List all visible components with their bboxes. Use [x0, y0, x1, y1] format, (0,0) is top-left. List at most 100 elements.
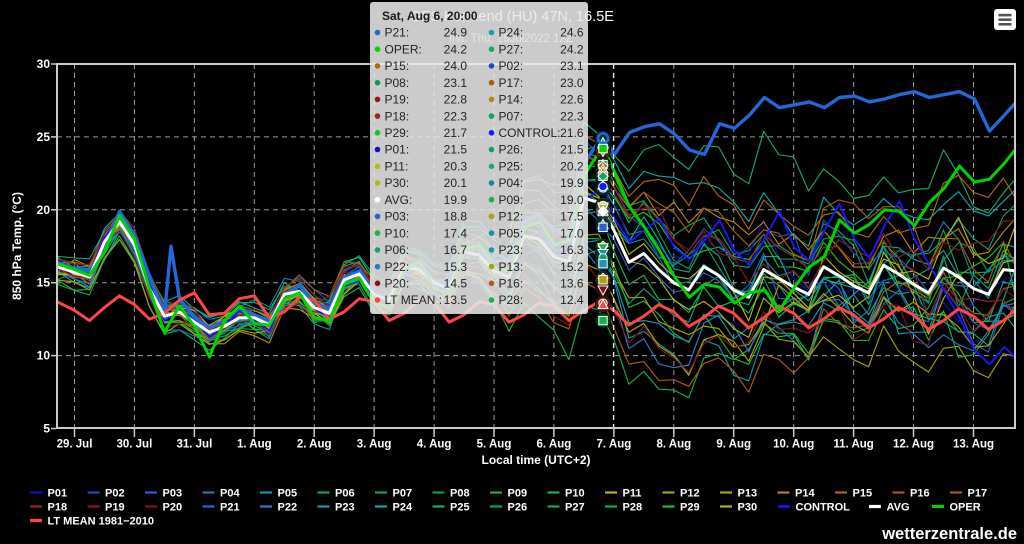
svg-text:P10:: P10: — [385, 226, 410, 240]
svg-text:22.6: 22.6 — [560, 93, 584, 107]
svg-text:23.1: 23.1 — [560, 59, 584, 73]
svg-text:15.3: 15.3 — [444, 260, 468, 274]
svg-text:P11:: P11: — [385, 160, 409, 174]
svg-text:P28:: P28: — [499, 293, 524, 307]
svg-text:P06: P06 — [335, 488, 355, 500]
svg-text:P11: P11 — [623, 488, 642, 500]
svg-text:2. Aug: 2. Aug — [297, 439, 332, 451]
svg-text:P01: P01 — [48, 488, 68, 500]
svg-text:23.0: 23.0 — [560, 76, 584, 90]
svg-text:P14:: P14: — [499, 93, 524, 107]
svg-text:OPER:: OPER: — [385, 42, 422, 56]
svg-text:11. Aug: 11. Aug — [833, 439, 873, 451]
svg-text:21.5: 21.5 — [444, 143, 468, 157]
svg-text:10: 10 — [37, 349, 51, 363]
svg-text:P21: P21 — [220, 502, 240, 514]
svg-text:P28: P28 — [623, 502, 643, 514]
svg-text:Local time (UTC+2): Local time (UTC+2) — [481, 453, 590, 467]
svg-text:P07: P07 — [393, 488, 413, 500]
svg-text:24.2: 24.2 — [560, 42, 584, 56]
svg-text:13.6: 13.6 — [560, 277, 584, 291]
svg-text:P18: P18 — [48, 502, 68, 514]
svg-text:P29:: P29: — [385, 126, 410, 140]
svg-text:19.9: 19.9 — [560, 176, 584, 190]
svg-text:wetterzentrale.de: wetterzentrale.de — [881, 525, 1017, 543]
svg-text:CONTROL:: CONTROL: — [499, 126, 561, 140]
svg-text:P02:: P02: — [499, 59, 524, 73]
svg-text:31. Jul: 31. Jul — [176, 439, 212, 451]
svg-text:17.4: 17.4 — [444, 226, 468, 240]
svg-text:P17:: P17: — [499, 76, 524, 90]
svg-text:P03: P03 — [163, 488, 183, 500]
svg-text:6. Aug: 6. Aug — [537, 439, 572, 451]
svg-text:20: 20 — [37, 203, 51, 217]
svg-text:14.5: 14.5 — [444, 277, 468, 291]
svg-text:9. Aug: 9. Aug — [716, 439, 751, 451]
svg-text:P05: P05 — [278, 488, 298, 500]
svg-text:12.4: 12.4 — [560, 293, 584, 307]
svg-text:25: 25 — [37, 130, 51, 144]
svg-text:P20:: P20: — [385, 277, 410, 291]
svg-text:1. Aug: 1. Aug — [237, 439, 272, 451]
svg-text:P01:: P01: — [385, 143, 410, 157]
svg-text:P30: P30 — [738, 502, 758, 514]
svg-text:P29: P29 — [680, 502, 700, 514]
svg-text:AVG: AVG — [887, 502, 910, 514]
svg-text:CONTROL: CONTROL — [796, 502, 851, 514]
svg-text:P09:: P09: — [499, 193, 524, 207]
svg-text:P14: P14 — [795, 488, 815, 500]
svg-text:P12: P12 — [680, 488, 700, 500]
svg-text:3. Aug: 3. Aug — [357, 439, 392, 451]
svg-text:P26: P26 — [508, 502, 528, 514]
svg-text:P02: P02 — [105, 488, 125, 500]
svg-text:P13:: P13: — [499, 260, 524, 274]
svg-text:20.1: 20.1 — [444, 176, 468, 190]
svg-text:P21:: P21: — [385, 26, 410, 40]
svg-text:5. Aug: 5. Aug — [477, 439, 512, 451]
svg-text:P27: P27 — [565, 502, 585, 514]
svg-text:P06:: P06: — [385, 243, 410, 257]
svg-text:18.8: 18.8 — [444, 210, 468, 224]
svg-text:30: 30 — [37, 57, 51, 71]
svg-text:22.3: 22.3 — [444, 109, 468, 123]
svg-text:4. Aug: 4. Aug — [417, 439, 452, 451]
svg-text:P23: P23 — [335, 502, 355, 514]
svg-text:P23:: P23: — [499, 243, 524, 257]
svg-text:P13: P13 — [738, 488, 758, 500]
svg-text:P12:: P12: — [499, 210, 524, 224]
svg-text:LT MEAN 1981−2010: LT MEAN 1981−2010 — [48, 516, 155, 528]
svg-text:P08: P08 — [450, 488, 470, 500]
svg-text:P25:: P25: — [499, 160, 524, 174]
svg-text:P18:: P18: — [385, 109, 410, 123]
svg-text:21.7: 21.7 — [444, 126, 468, 140]
svg-text:17.5: 17.5 — [560, 210, 584, 224]
svg-text:30. Jul: 30. Jul — [116, 439, 152, 451]
svg-text:P19:: P19: — [385, 93, 410, 107]
svg-text:19.9: 19.9 — [444, 193, 468, 207]
svg-text:P24:: P24: — [499, 26, 524, 40]
svg-text:850 hPa Temp. (°C): 850 hPa Temp. (°C) — [10, 192, 24, 300]
svg-text:22.8: 22.8 — [444, 93, 468, 107]
svg-text:5: 5 — [43, 422, 50, 436]
svg-text:12. Aug: 12. Aug — [893, 439, 934, 451]
svg-text:P15: P15 — [853, 488, 873, 500]
svg-text:AVG:: AVG: — [385, 193, 413, 207]
svg-text:P16: P16 — [910, 488, 930, 500]
svg-text:P07:: P07: — [499, 109, 524, 123]
svg-text:21.6: 21.6 — [560, 126, 584, 140]
svg-text:P16:: P16: — [499, 277, 524, 291]
svg-text:P25: P25 — [450, 502, 470, 514]
svg-text:7. Aug: 7. Aug — [597, 439, 632, 451]
svg-text:15: 15 — [37, 276, 51, 290]
svg-text:24.6: 24.6 — [560, 26, 584, 40]
svg-text:P27:: P27: — [499, 42, 524, 56]
svg-text:P17: P17 — [968, 488, 988, 500]
svg-text:LT MEAN :: LT MEAN : — [385, 293, 443, 307]
svg-text:24.9: 24.9 — [444, 26, 468, 40]
svg-text:29. Jul: 29. Jul — [57, 439, 93, 451]
svg-text:20.2: 20.2 — [560, 160, 584, 174]
svg-text:10. Aug: 10. Aug — [773, 439, 814, 451]
svg-text:OPER: OPER — [950, 502, 981, 514]
svg-text:P09: P09 — [508, 488, 528, 500]
svg-text:P04:: P04: — [499, 176, 524, 190]
